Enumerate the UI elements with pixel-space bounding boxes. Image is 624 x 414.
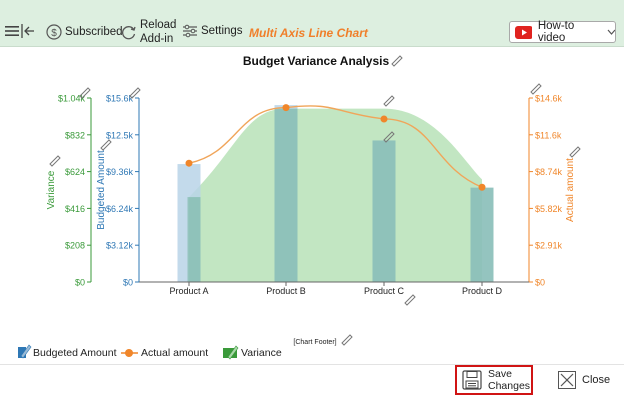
toolbar: $ Subscribed Reload Add-in Settings Mult… <box>0 0 624 47</box>
subscribed-label: Subscribed <box>65 26 123 38</box>
actual-point <box>185 159 193 167</box>
axis-budget-tick-label: $3.12k <box>106 241 134 251</box>
reload-icon <box>122 26 136 40</box>
category-label: Product A <box>169 286 208 296</box>
legend-budgeted-label: Budgeted Amount <box>33 347 117 359</box>
chart: Budget Variance Analysis $0 $208 $416 $624 $… <box>18 54 581 360</box>
axis-budget-tick-label: $0 <box>123 278 133 288</box>
edit-pencil-icon[interactable] <box>383 95 395 107</box>
edit-pencil-icon[interactable] <box>404 294 416 306</box>
save-disk-icon <box>462 370 482 390</box>
axis-budget-tick-label: $15.6k <box>106 94 134 104</box>
reload-label-line1: Reload <box>140 19 177 31</box>
legend: Budgeted Amount Actual amount Variance <box>18 344 282 360</box>
axis-actual-tick-label: $8.74k <box>535 167 563 177</box>
actual-amount-line <box>188 105 483 188</box>
axis-actual-tick-label: $2.91k <box>535 241 563 251</box>
category-label: Product D <box>462 286 503 296</box>
reload-label-line2: Add-in <box>140 33 174 45</box>
save-changes-button[interactable]: Save Changes <box>455 365 533 395</box>
variance-axis-title: Variance <box>46 170 57 209</box>
legend-actual-label: Actual amount <box>141 347 208 359</box>
settings-button[interactable]: Settings <box>182 24 243 38</box>
actual-axis-title: Actual amount <box>565 158 576 222</box>
actual-point <box>478 183 486 191</box>
axis-actual-tick-label: $0 <box>535 278 545 288</box>
budget-bar-overlap <box>372 140 396 282</box>
svg-text:$: $ <box>51 28 57 39</box>
axis-actual-tick-label: $5.82k <box>535 204 563 214</box>
chevron-down-icon <box>607 29 615 35</box>
close-label: Close <box>582 374 611 386</box>
subscribed-button[interactable]: $ Subscribed <box>46 24 123 40</box>
legend-variance[interactable]: Variance <box>223 345 282 360</box>
save-label-line2: Changes <box>488 380 531 392</box>
edit-pencil-icon[interactable] <box>383 131 395 143</box>
axis-variance-tick-label: $416 <box>65 204 85 214</box>
close-icon <box>558 371 576 389</box>
budget-bar <box>177 164 201 282</box>
save-label-line1: Save <box>488 368 512 380</box>
axis-budget-tick-label: $6.24k <box>106 204 134 214</box>
edit-pencil-icon[interactable] <box>129 87 141 99</box>
edit-pencil-icon[interactable] <box>530 83 542 95</box>
edit-pencil-icon[interactable] <box>79 87 91 99</box>
axis-variance-tick-label: $624 <box>65 167 85 177</box>
chart-type-title: Multi Axis Line Chart <box>249 26 368 40</box>
youtube-icon <box>515 25 532 39</box>
edit-pencil-icon[interactable] <box>569 146 581 158</box>
howto-label: How-to video <box>537 20 575 44</box>
dollar-circle-icon: $ <box>46 24 62 40</box>
axis-variance-tick-label: $0 <box>75 278 85 288</box>
hamburger-menu-icon[interactable] <box>5 25 19 37</box>
howto-video-dropdown[interactable]: How-to video <box>509 20 616 44</box>
settings-label: Settings <box>201 25 243 37</box>
axis-budget-tick-label: $12.5k <box>106 130 134 140</box>
variance-area <box>189 108 482 282</box>
legend-budgeted[interactable]: Budgeted Amount <box>18 344 117 359</box>
actual-point <box>380 115 388 123</box>
reload-label: Reload Add-in <box>140 18 176 46</box>
budget-bar-overlap <box>274 108 298 282</box>
budget-bar-overlap <box>187 197 201 282</box>
edit-pencil-icon[interactable] <box>100 139 112 151</box>
axis-variance-tick-label: $208 <box>65 241 85 251</box>
axis-variance-tick-label: $1.04k <box>58 94 86 104</box>
edit-pencil-icon[interactable] <box>391 55 403 67</box>
axis-variance-tick-label: $832 <box>65 130 85 140</box>
back-arrow-icon[interactable] <box>21 24 35 38</box>
reload-addin-button[interactable]: Reload Add-in <box>121 18 176 46</box>
category-label: Product C <box>364 286 405 296</box>
chart-footer: [Chart Footer] <box>293 339 336 346</box>
legend-variance-label: Variance <box>241 347 282 359</box>
budget-bar-overlap <box>470 187 494 282</box>
edit-pencil-icon[interactable] <box>341 334 353 346</box>
axis-budget-tick-label: $9.36k <box>106 167 134 177</box>
budget-bar <box>470 187 494 282</box>
budget-bar <box>372 140 396 282</box>
chart-title: Budget Variance Analysis <box>243 54 390 68</box>
axis-actual-tick-label: $11.6k <box>535 130 562 140</box>
save-changes-label: Save Changes <box>488 368 530 392</box>
budget-bar <box>274 105 298 282</box>
legend-actual[interactable]: Actual amount <box>121 347 208 359</box>
axis-actual-tick-label: $14.6k <box>535 94 563 104</box>
sliders-icon <box>183 24 197 38</box>
bottom-bar: Save Changes Close <box>0 364 624 414</box>
category-label: Product B <box>266 286 306 296</box>
edit-pencil-icon[interactable] <box>49 155 61 167</box>
actual-point <box>282 104 290 112</box>
budgeted-axis-title: Budgeted Amount <box>96 150 107 230</box>
close-button[interactable]: Close <box>558 371 610 389</box>
